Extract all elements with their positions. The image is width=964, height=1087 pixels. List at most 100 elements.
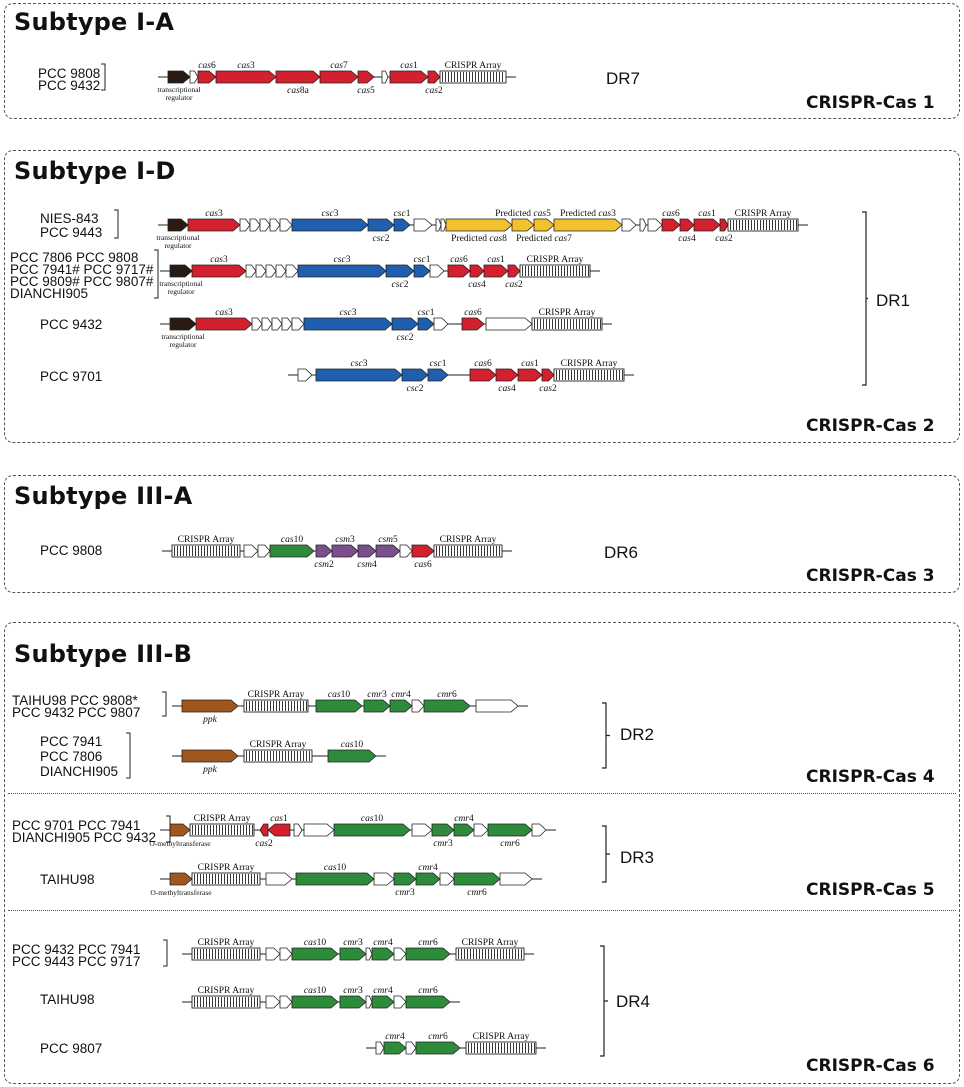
strain-label: PCC 9443 PCC 9717 [12, 954, 141, 969]
dr-label: DR1 [876, 291, 911, 310]
gene-hypothetical [265, 872, 293, 886]
dr-label: DR4 [616, 992, 651, 1011]
crispr-array [455, 947, 525, 961]
gene-label: transcriptional [156, 233, 199, 242]
gene-label: CRISPR Array [735, 209, 792, 219]
gene-label: cas1 [487, 255, 505, 265]
strain-label: PCC 9432 [40, 317, 103, 332]
gene-label: cas6 [198, 61, 216, 71]
gene-cas1 [693, 218, 721, 232]
dr-label: DR6 [604, 543, 639, 562]
gene-hypothetical [393, 947, 407, 961]
gene-cmr6 [415, 1041, 461, 1055]
system-label: CRISPR-Cas 6 [806, 1056, 935, 1076]
gene-hypothetical [281, 317, 293, 331]
strain-label: PCC 9807 [40, 1041, 103, 1056]
gene-hypothetical [265, 264, 277, 278]
strain-bracket [166, 815, 171, 843]
gene-csm3 [331, 544, 359, 558]
gene-label: csc2 [407, 384, 424, 394]
gene-cas1 [389, 70, 429, 84]
gene-label: cas1 [521, 359, 539, 369]
gene-hypothetical [189, 70, 199, 84]
gene-hypothetical [279, 995, 293, 1009]
gene-csc1 [417, 317, 435, 331]
gene-label: ppk [202, 765, 218, 775]
gene-hypothetical [291, 317, 305, 331]
gene-label: cmr3 [433, 839, 453, 849]
gene-label: regulator [165, 93, 193, 102]
gene-label: csm5 [378, 535, 398, 545]
gene-label: csm4 [357, 560, 377, 570]
gene-label: cas10 [324, 863, 346, 873]
strain-bracket [154, 249, 159, 299]
crispr-array [439, 70, 507, 84]
gene-label: CRISPR Array [440, 535, 497, 545]
gene-label: cas4 [468, 280, 486, 290]
gene-hypothetical [373, 872, 395, 886]
gene-label: csc3 [340, 308, 357, 318]
gene-cmr6 [487, 823, 533, 837]
gene-hypothetical [243, 544, 259, 558]
gene-cas1 [483, 264, 509, 278]
gene-cmr4 [453, 823, 475, 837]
gene-cas6 [469, 368, 497, 382]
gene-label: cmr6 [437, 690, 457, 700]
gene-label: csc2 [397, 333, 414, 343]
strain-bracket [162, 691, 167, 717]
gene-label: cas4 [498, 384, 516, 394]
gene-cas2 [541, 368, 555, 382]
gene-hypothetical [245, 264, 257, 278]
gene-hypothetical [639, 218, 647, 232]
gene-label: cas3 [205, 209, 223, 219]
gene-label: cmr4 [373, 938, 393, 948]
gene-hypothetical [381, 70, 389, 84]
gene-label: csm3 [335, 535, 355, 545]
strain-label: TAIHU98 [40, 872, 95, 887]
gene-ppk [181, 699, 239, 713]
locus-l1 [158, 70, 516, 84]
gene-hypothetical [265, 995, 281, 1009]
panel-title: Subtype III-B [14, 640, 193, 668]
gene-predicted-cas3 [553, 218, 623, 232]
gene-cmr6 [453, 872, 501, 886]
gene-cas1 [517, 368, 543, 382]
gene-hypothetical [440, 218, 447, 232]
gene-cas6 [461, 317, 485, 331]
gene-cmr6 [405, 995, 451, 1009]
gene-label: cmr4 [385, 1032, 405, 1042]
strain-bracket [101, 63, 106, 91]
gene-label: CRISPR Array [473, 1032, 530, 1042]
gene-label: cas7 [330, 61, 348, 71]
gene-label: cmr4 [454, 814, 474, 824]
gene-label: CRISPR Array [198, 863, 255, 873]
gene-label: cas10 [341, 740, 363, 750]
gene-cas3 [191, 264, 247, 278]
strain-label: PCC 7941# PCC 9717# [10, 262, 154, 277]
gene-hypothetical [279, 218, 293, 232]
strain-label: PCC 9432 PCC 7941 [12, 942, 141, 957]
gene-label: cmr3 [343, 986, 363, 996]
gene-cmr4 [383, 1041, 407, 1055]
gene-cmr3 [339, 947, 367, 961]
gene-label: CRISPR Array [178, 535, 235, 545]
strain-label: PCC 9701 PCC 7941 [12, 818, 141, 833]
gene-label: cas5 [357, 86, 375, 96]
gene-hypothetical [239, 218, 251, 232]
gene-cas10 [291, 995, 339, 1009]
locus-l7 [172, 699, 528, 713]
gene-csc3 [303, 317, 393, 331]
gene-label: csc1 [394, 209, 411, 219]
gene-hypothetical [365, 995, 373, 1009]
gene-label: regulator [167, 287, 195, 296]
gene-hypothetical [265, 947, 281, 961]
crispr-array [191, 872, 261, 886]
gene-label: csc2 [373, 234, 390, 244]
panel-title: Subtype I-A [14, 8, 175, 36]
gene-label: csc3 [351, 359, 368, 369]
gene-hypothetical [439, 872, 455, 886]
gene-label: cas6 [464, 308, 482, 318]
strain-label: PCC 9443 [40, 225, 103, 240]
gene-hypothetical [433, 317, 449, 331]
